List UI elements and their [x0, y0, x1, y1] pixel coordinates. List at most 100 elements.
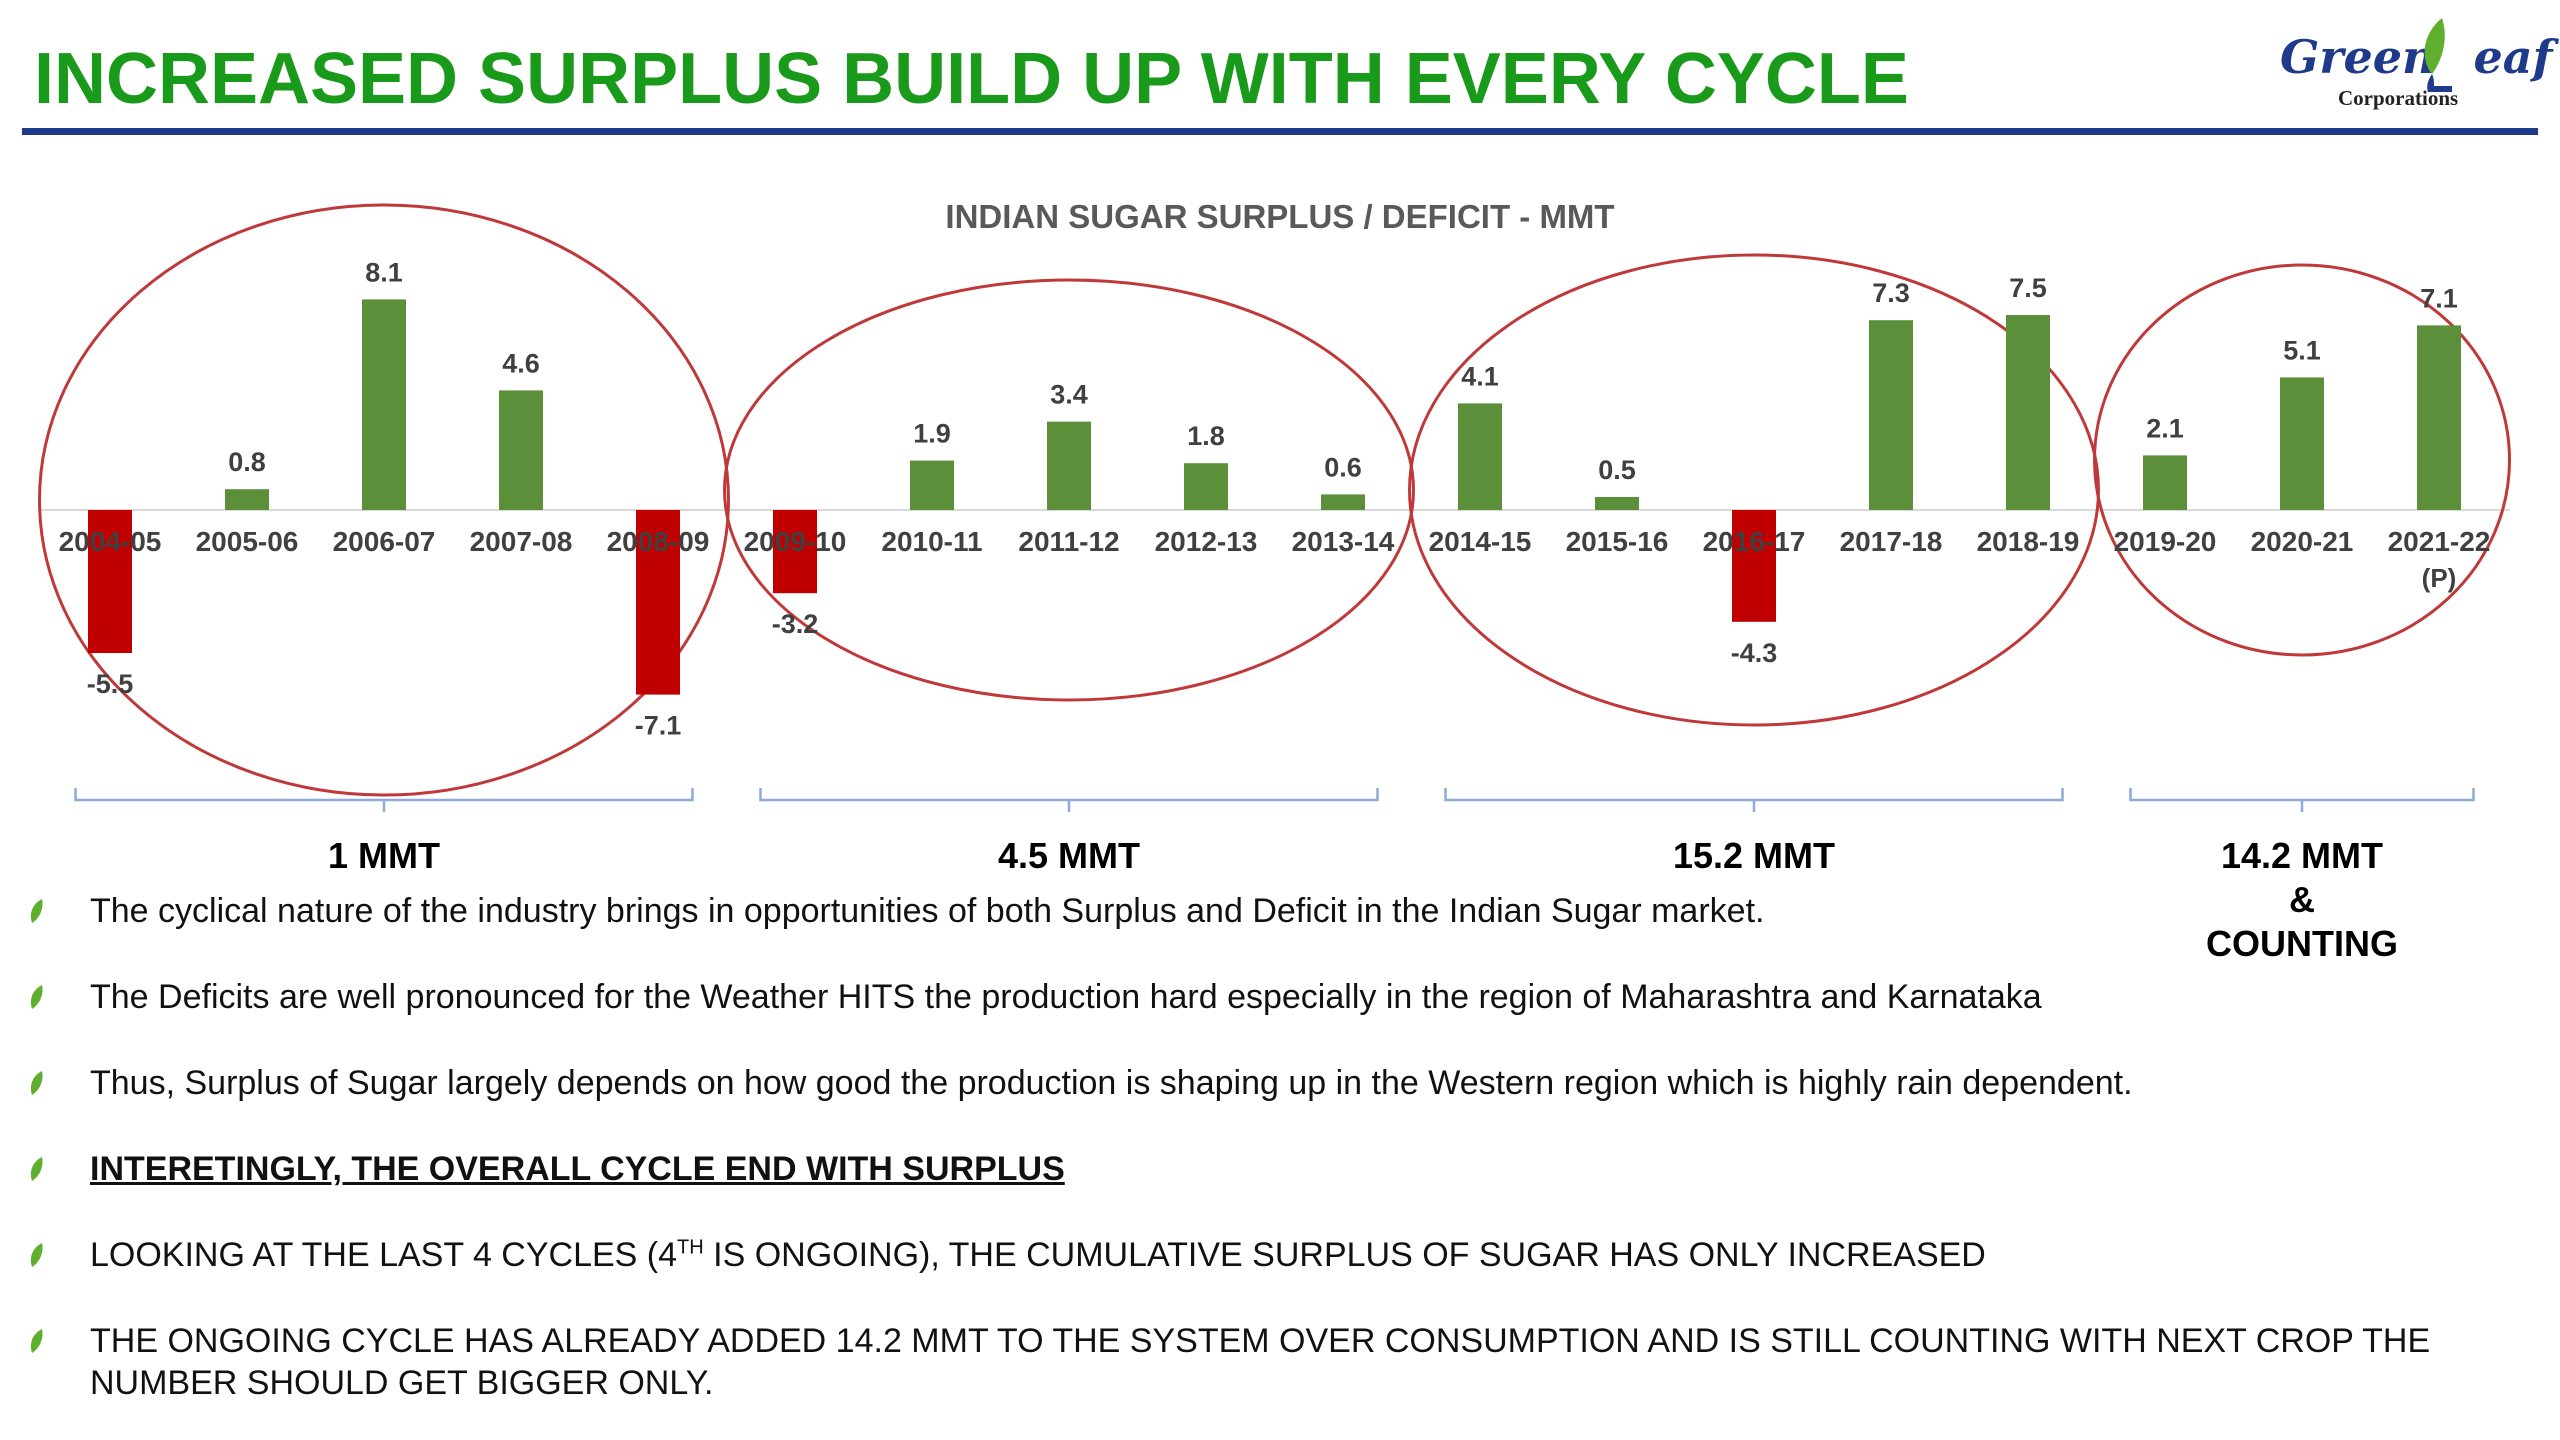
bar-2009-10 — [773, 510, 817, 594]
bar-2021-22 — [2417, 325, 2461, 510]
chart-value-labels: -5.5 0.8 8.1 4.6 -7.1 -3.2 1.9 3.4 1.8 0.6 4.1 0.5 -… — [87, 257, 2458, 740]
value-label: 4.1 — [1461, 361, 1499, 391]
bar-2014-15 — [1458, 403, 1502, 510]
leaf-logo-icon — [2424, 18, 2452, 92]
category-label: 2020-21 — [2251, 526, 2354, 557]
cycle-highlight-circles — [38, 203, 2511, 797]
leaf-bullet-icon — [30, 1071, 43, 1095]
leaf-bullet-icon — [30, 1157, 43, 1181]
cycle-total-label: & — [2289, 879, 2315, 920]
value-label: 3.4 — [1050, 380, 1088, 410]
value-label: 1.8 — [1187, 421, 1225, 451]
cycle-circle — [2093, 263, 2511, 657]
bar-2013-14 — [1321, 494, 1365, 510]
value-label: 7.1 — [2420, 283, 2458, 313]
category-label: 2008-09 — [607, 526, 710, 557]
cycle-total-label: 15.2 MMT — [1673, 835, 1835, 876]
category-label: 2015-16 — [1566, 526, 1669, 557]
bar-2019-20 — [2143, 455, 2187, 510]
logo-subtitle: Corporations — [2338, 86, 2459, 110]
value-label: 5.1 — [2283, 335, 2321, 365]
cycle-total-label: 1 MMT — [328, 835, 440, 876]
bar-2016-17 — [1732, 510, 1776, 622]
value-label: 0.5 — [1598, 455, 1636, 485]
category-label: 2017-18 — [1840, 526, 1943, 557]
value-label: 4.6 — [502, 348, 540, 378]
category-label: 2021-22 — [2388, 526, 2491, 557]
value-label: 1.9 — [913, 419, 951, 449]
leaf-bullet-icon — [30, 1243, 43, 1267]
category-label: 2004-05 — [59, 526, 162, 557]
category-label: 2007-08 — [470, 526, 573, 557]
cycle-brace — [1444, 788, 2064, 812]
bullet-item: Thus, Surplus of Sugar largely depends o… — [28, 1062, 2133, 1104]
bullet-item: LOOKING AT THE LAST 4 CYCLES (4TH IS ONG… — [28, 1234, 1986, 1276]
slide-title: INCREASED SURPLUS BUILD UP WITH EVERY CY… — [34, 39, 1909, 119]
value-label: 7.3 — [1872, 278, 1910, 308]
company-logo: Green eaf Corporations — [2280, 14, 2552, 124]
cycle-brace — [74, 788, 694, 812]
bullet-text: The Deficits are well pronounced for the… — [90, 978, 2042, 1016]
bullet-text: INTERETINGLY, THE OVERALL CYCLE END WITH… — [90, 1150, 1065, 1188]
value-label: -3.2 — [772, 609, 819, 639]
category-label: 2005-06 — [196, 526, 299, 557]
value-label: 0.6 — [1324, 452, 1362, 482]
bar-2020-21 — [2280, 377, 2324, 510]
cycle-total-label: 4.5 MMT — [998, 835, 1140, 876]
chart-title: INDIAN SUGAR SURPLUS / DEFICIT - MMT — [945, 198, 1614, 235]
bullet-text: LOOKING AT THE LAST 4 CYCLES (4TH IS ONG… — [90, 1236, 1986, 1274]
category-label: 2016-17 — [1703, 526, 1806, 557]
bullet-item: THE ONGOING CYCLE HAS ALREADY ADDED 14.2… — [28, 1320, 2530, 1404]
chart-bars — [88, 299, 2461, 695]
category-note: (P) — [2422, 563, 2457, 593]
value-label: 8.1 — [365, 257, 403, 287]
cycle-circle — [1408, 253, 2100, 727]
bullet-item: INTERETINGLY, THE OVERALL CYCLE END WITH… — [28, 1148, 1065, 1190]
category-label: 2011-12 — [1018, 526, 1119, 557]
cycle-total-labels: 1 MMT 4.5 MMT 15.2 MMT 14.2 MMT&COUNTING — [328, 835, 2398, 964]
cycle-brace — [759, 788, 1379, 812]
category-label: 2018-19 — [1977, 526, 2080, 557]
cycle-total-label: 14.2 MMT — [2221, 835, 2383, 876]
title-underline — [22, 128, 2538, 135]
category-label: 2013-14 — [1292, 526, 1395, 557]
bullet-text: Thus, Surplus of Sugar largely depends o… — [90, 1064, 2133, 1102]
leaf-bullet-icon — [30, 1329, 43, 1353]
bullet-item: The Deficits are well pronounced for the… — [28, 976, 2042, 1018]
bar-2005-06 — [225, 489, 269, 510]
category-label: 2006-07 — [333, 526, 436, 557]
category-label: 2009-10 — [744, 526, 847, 557]
bar-2004-05 — [88, 510, 132, 653]
category-label: 2010-11 — [881, 526, 982, 557]
value-label: 7.5 — [2009, 273, 2047, 303]
bar-2008-09 — [636, 510, 680, 695]
bullet-item: The cyclical nature of the industry brin… — [28, 890, 1764, 932]
cycle-circle — [38, 203, 730, 797]
bar-2011-12 — [1047, 421, 1091, 510]
value-label: -7.1 — [635, 711, 682, 741]
category-label: 2019-20 — [2114, 526, 2217, 557]
bullet-text: The cyclical nature of the industry brin… — [90, 892, 1765, 930]
value-label: -5.5 — [87, 669, 134, 699]
category-label: 2012-13 — [1155, 526, 1258, 557]
value-label: -4.3 — [1731, 638, 1778, 668]
cycle-circle — [723, 278, 1415, 702]
bar-2015-16 — [1595, 497, 1639, 510]
logo-wordmark: Green eaf — [2280, 30, 2553, 84]
value-label: 2.1 — [2146, 413, 2184, 443]
bullet-text: THE ONGOING CYCLE HAS ALREADY ADDED 14.2… — [90, 1322, 2431, 1402]
cycle-braces — [74, 788, 2475, 812]
bar-2007-08 — [499, 390, 543, 510]
leaf-bullet-icon — [30, 985, 43, 1009]
cycle-total-label: COUNTING — [2206, 923, 2398, 964]
bar-2012-13 — [1184, 463, 1228, 510]
bar-2018-19 — [2006, 315, 2050, 510]
value-label: 0.8 — [228, 447, 266, 477]
bar-2017-18 — [1869, 320, 1913, 510]
chart-category-labels: 2004-05 2005-06 2006-07 2007-08 2008-09 2009-… — [59, 526, 2491, 593]
sugar-surplus-chart: INDIAN SUGAR SURPLUS / DEFICIT - MMT -5.… — [38, 198, 2511, 964]
category-label: 2014-15 — [1429, 526, 1532, 557]
bar-2006-07 — [362, 299, 406, 510]
leaf-bullet-icon — [30, 899, 43, 923]
bar-2010-11 — [910, 460, 954, 510]
